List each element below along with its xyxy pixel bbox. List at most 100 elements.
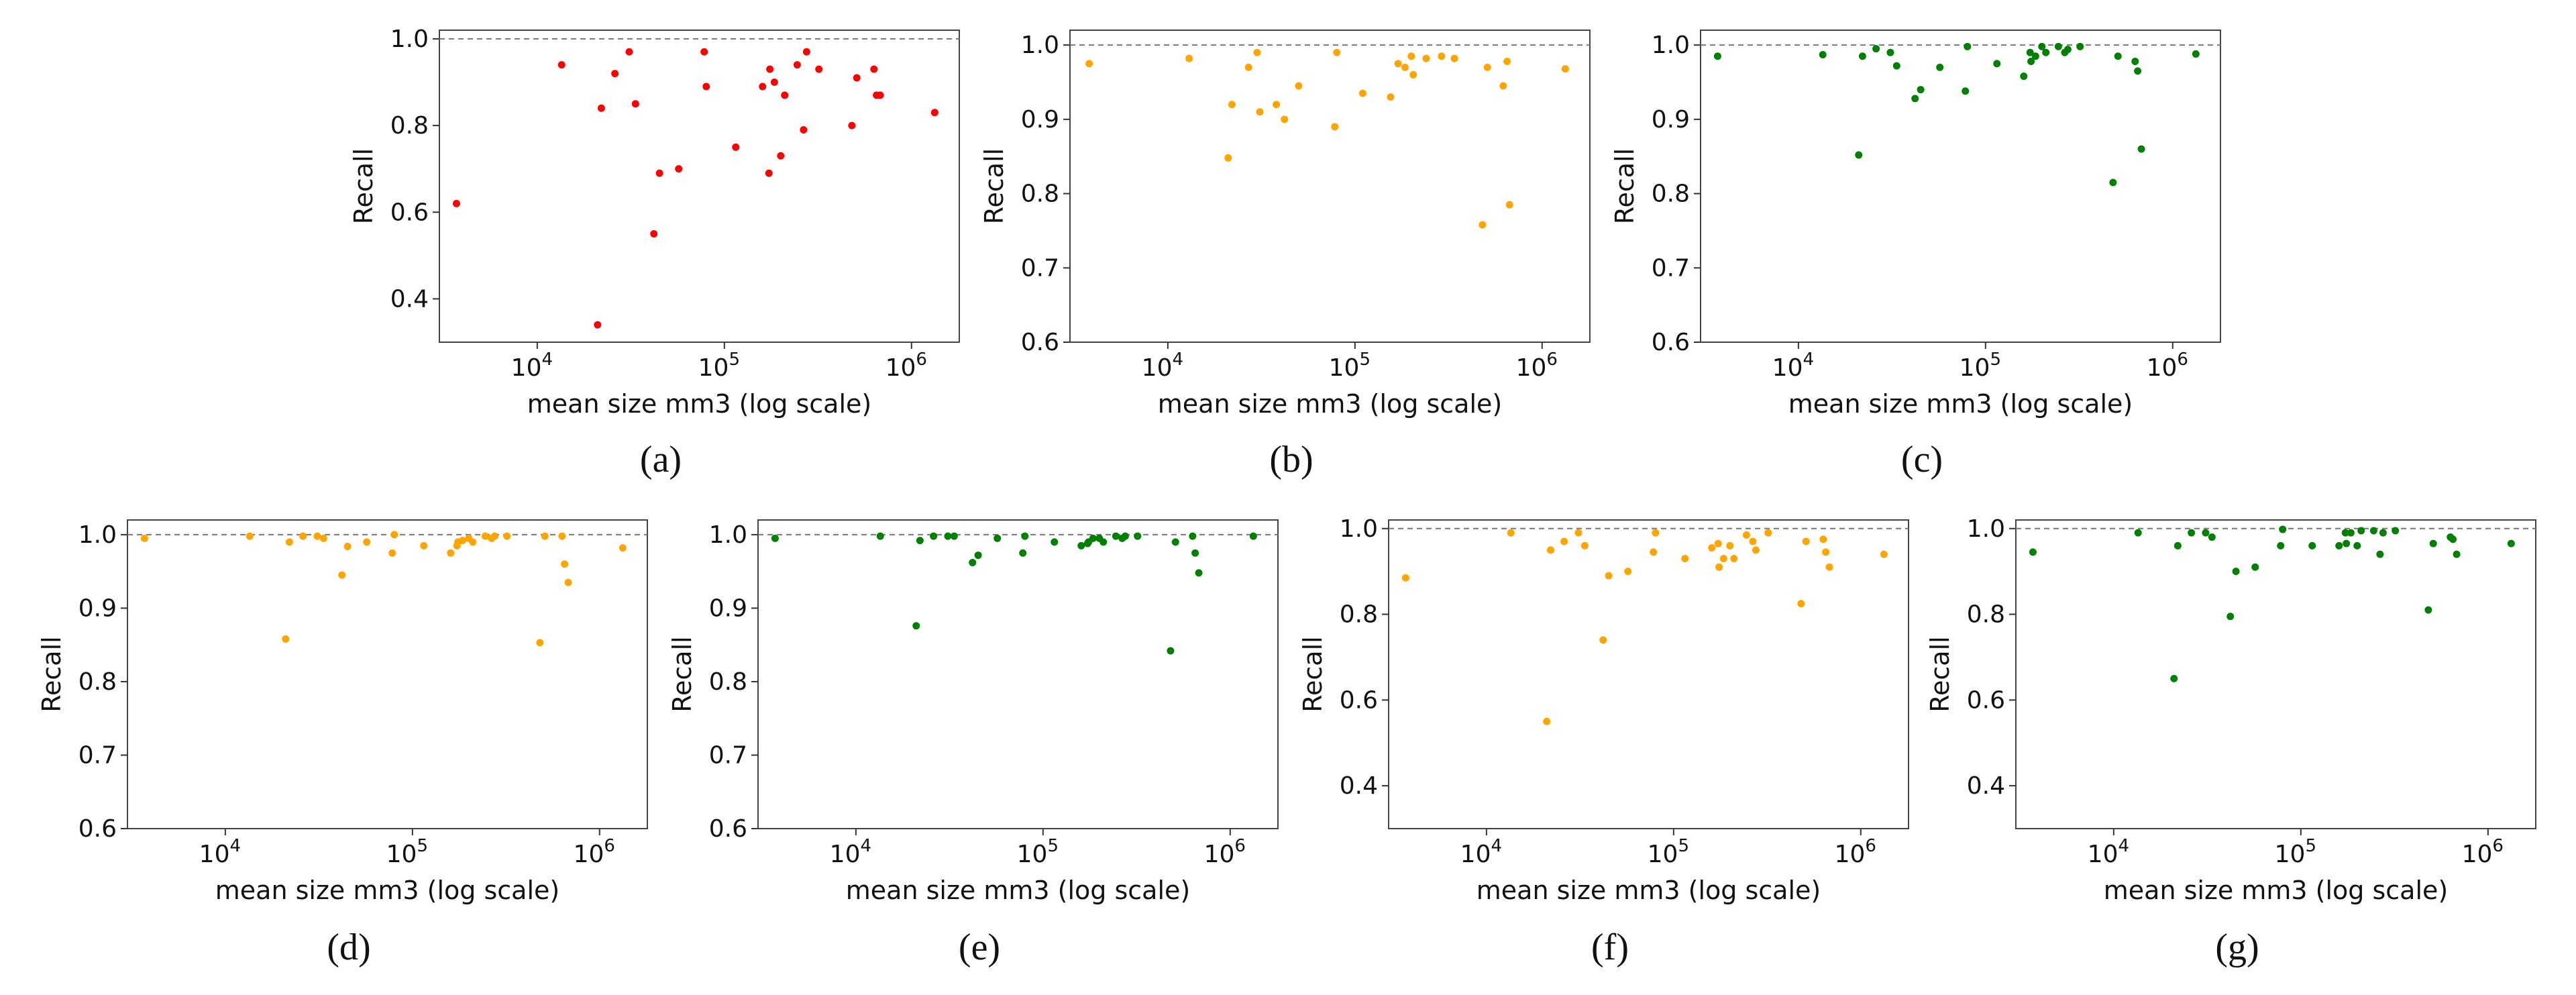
y-axis-label: Recall [1298, 636, 1328, 712]
chart-panel: 0.6 0.7 0.8 0.9 1.0 104 105 106 mean size mm3 (l… [667, 519, 1279, 968]
data-point [2449, 535, 2457, 543]
data-point [759, 83, 767, 91]
y-tick-label: 0.8 [78, 668, 117, 696]
data-point [2424, 606, 2432, 614]
y-tick-label: 0.7 [1652, 254, 1690, 282]
y-tick-label: 1.0 [78, 521, 117, 549]
data-point [1394, 60, 1402, 68]
y-tick-label: 1.0 [1967, 515, 2005, 543]
data-point [853, 74, 861, 82]
data-point [458, 537, 466, 545]
data-point [1121, 532, 1129, 540]
y-tick-label: 0.8 [709, 668, 747, 696]
x-tick-label: 106 [574, 836, 615, 868]
data-point [1858, 52, 1866, 60]
data-point [564, 578, 572, 586]
data-point [1503, 58, 1511, 65]
data-point [1085, 60, 1093, 68]
data-point [246, 532, 254, 540]
data-point [1333, 48, 1341, 56]
data-point [770, 78, 778, 86]
y-axis-label: Recall [667, 636, 697, 712]
data-point [1561, 65, 1569, 73]
data-point [1401, 63, 1409, 71]
data-point [1911, 95, 1919, 103]
x-tick-exponent: 4 [1491, 836, 1502, 856]
x-tick-label: 106 [885, 350, 927, 382]
x-tick-label: 105 [1329, 350, 1371, 382]
data-point [848, 121, 856, 129]
data-point [447, 549, 455, 557]
data-point [594, 321, 602, 329]
data-point [1253, 48, 1261, 56]
data-point [2379, 529, 2387, 537]
data-point [363, 538, 371, 546]
plot-area [2015, 519, 2536, 829]
x-tick-exponent: 5 [729, 350, 740, 370]
data-point [1936, 63, 1944, 71]
data-point [390, 531, 398, 539]
data-point [1438, 52, 1446, 60]
y-axis-label: Recall [979, 148, 1009, 224]
data-point [558, 532, 566, 540]
chart-panel: 0.4 0.6 0.8 1.0 104 105 106 mean size mm3 (log … [349, 25, 960, 480]
x-tick-exponent: 6 [1865, 836, 1876, 856]
data-point [1624, 568, 1632, 576]
data-point [1483, 63, 1491, 71]
plot-area [1388, 519, 1909, 829]
x-tick-label: 106 [1835, 836, 1876, 868]
data-point [702, 83, 710, 91]
data-point [1605, 572, 1613, 580]
data-point [930, 109, 938, 117]
x-tick-label: 104 [1460, 836, 1502, 868]
data-point [1797, 600, 1805, 608]
data-point [1358, 89, 1366, 97]
data-point [1171, 538, 1179, 546]
chart-panel: 0.6 0.7 0.8 0.9 1.0 104 105 106 mean size mm3 (l… [979, 30, 1591, 480]
x-tick-exponent: 4 [229, 836, 241, 856]
x-tick-exponent: 5 [417, 836, 428, 856]
data-point [700, 48, 708, 56]
data-point [1742, 531, 1750, 539]
data-point [1409, 70, 1417, 78]
data-point [2031, 52, 2039, 60]
data-point [766, 65, 774, 73]
data-point [2335, 541, 2343, 549]
data-point [1993, 60, 2001, 68]
data-point [2226, 613, 2235, 621]
data-point [1681, 555, 1689, 562]
panel-label: (b) [1269, 439, 1313, 480]
panel-label: (a) [640, 439, 682, 480]
x-tick-exponent: 4 [1172, 350, 1183, 370]
y-tick-label: 0.6 [1021, 329, 1059, 356]
data-point [1580, 541, 1589, 549]
y-axis-label: Recall [1610, 148, 1640, 224]
data-point [2251, 563, 2259, 571]
data-point [2027, 58, 2035, 65]
data-point [1714, 539, 1722, 547]
data-point [1295, 82, 1303, 90]
y-axis-label: Recall [1925, 636, 1955, 712]
data-point [870, 65, 878, 73]
data-point [2341, 529, 2349, 537]
data-point [388, 549, 396, 557]
data-point [1749, 537, 1757, 545]
data-point [1224, 154, 1232, 162]
y-tick-label: 1.0 [1652, 32, 1690, 59]
data-point [1886, 48, 1894, 56]
data-point [2429, 539, 2437, 547]
data-point [2029, 548, 2037, 556]
data-point [338, 571, 346, 579]
data-point [1892, 62, 1900, 70]
x-tick-label: 104 [199, 836, 241, 868]
panel-label: (d) [327, 927, 370, 968]
data-point [1543, 717, 1551, 725]
x-tick-label: 105 [386, 836, 428, 868]
y-tick-label: 0.4 [390, 285, 429, 313]
x-axis-label: mean size mm3 (log scale) [1477, 876, 1821, 905]
data-point [1450, 54, 1458, 62]
data-point [1089, 534, 1097, 542]
data-point [802, 48, 810, 56]
data-point [1752, 546, 1760, 554]
data-point [1819, 535, 1827, 543]
